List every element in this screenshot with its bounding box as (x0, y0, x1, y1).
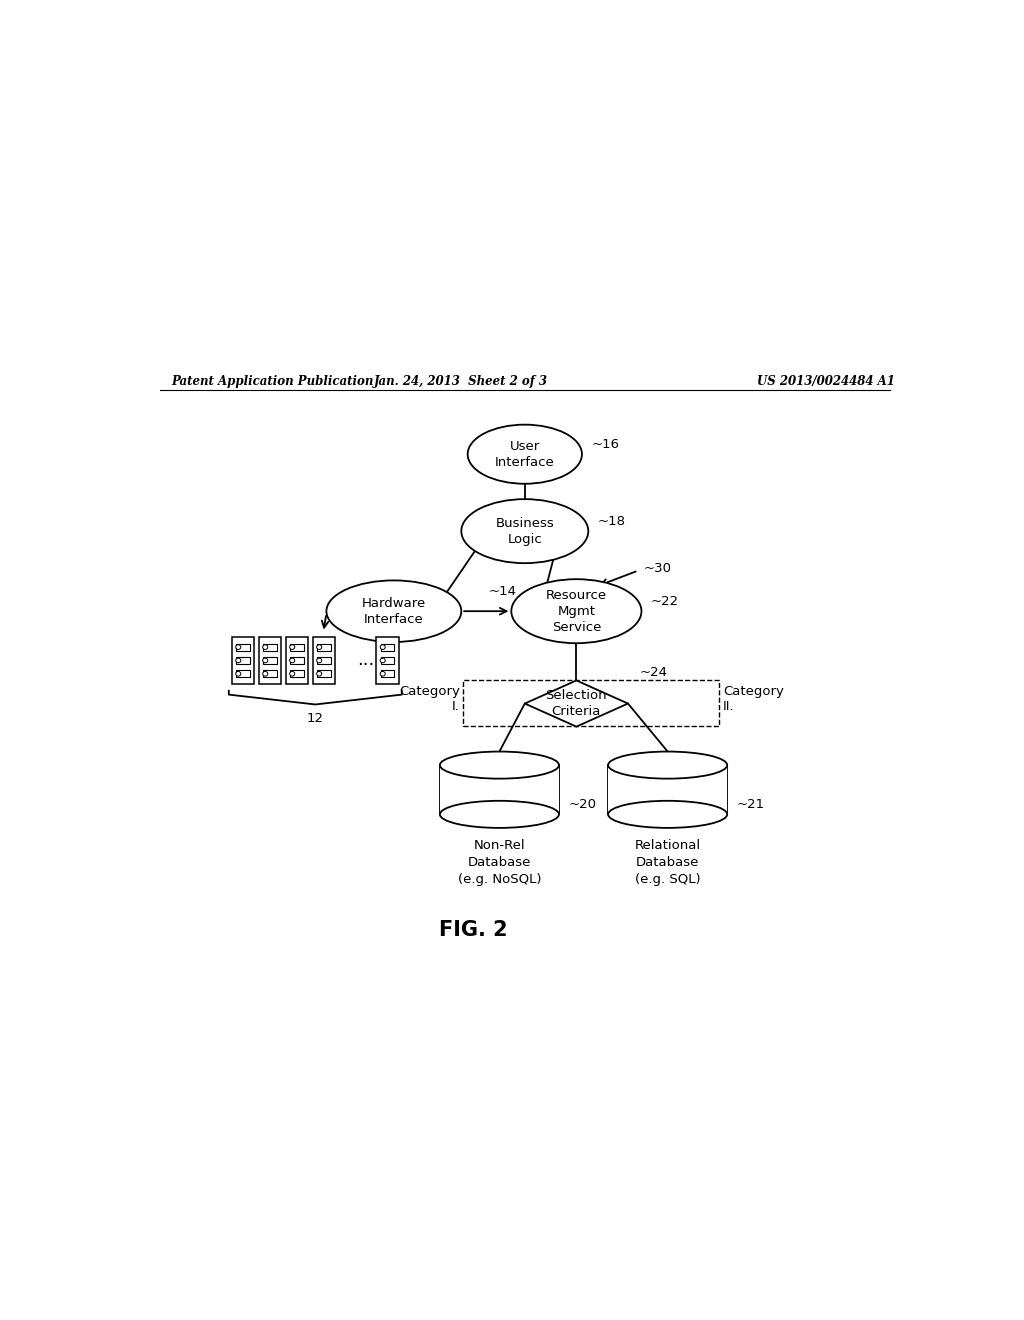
Text: Jan. 24, 2013  Sheet 2 of 3: Jan. 24, 2013 Sheet 2 of 3 (375, 375, 548, 388)
Text: ~24: ~24 (640, 665, 668, 678)
Text: User
Interface: User Interface (495, 440, 555, 469)
Text: Non-Rel
Database
(e.g. NoSQL): Non-Rel Database (e.g. NoSQL) (458, 840, 541, 886)
Bar (440, 766, 559, 814)
Text: Category
I.: Category I. (399, 685, 460, 713)
Bar (237, 644, 250, 651)
Text: Hardware
Interface: Hardware Interface (361, 597, 426, 626)
Text: Business
Logic: Business Logic (496, 516, 554, 545)
Bar (608, 766, 727, 814)
Ellipse shape (316, 672, 322, 676)
Text: FIG. 2: FIG. 2 (439, 920, 508, 940)
Bar (286, 638, 308, 684)
Ellipse shape (380, 644, 385, 649)
Ellipse shape (608, 751, 727, 779)
Ellipse shape (290, 659, 295, 663)
Bar (259, 638, 282, 684)
Text: ~14: ~14 (489, 585, 517, 598)
Ellipse shape (316, 659, 322, 663)
Text: US 2013/0024484 A1: US 2013/0024484 A1 (758, 375, 895, 388)
Text: 12: 12 (307, 711, 324, 725)
Ellipse shape (263, 659, 267, 663)
Ellipse shape (468, 425, 582, 483)
Text: ~16: ~16 (592, 438, 620, 451)
Ellipse shape (263, 672, 267, 676)
Text: Patent Application Publication: Patent Application Publication (172, 375, 374, 388)
Bar (463, 680, 719, 726)
Bar (290, 657, 304, 664)
Ellipse shape (236, 644, 241, 649)
Ellipse shape (316, 644, 322, 649)
Bar (232, 638, 254, 684)
Text: ~22: ~22 (651, 595, 679, 609)
Bar (381, 644, 394, 651)
Bar (313, 638, 335, 684)
Ellipse shape (511, 579, 641, 643)
Text: ~21: ~21 (736, 799, 765, 812)
Text: Resource
Mgmt
Service: Resource Mgmt Service (546, 589, 607, 634)
Ellipse shape (263, 644, 267, 649)
Ellipse shape (440, 751, 559, 779)
Text: ~30: ~30 (644, 561, 672, 574)
Bar (290, 671, 304, 677)
Ellipse shape (236, 672, 241, 676)
Text: Relational
Database
(e.g. SQL): Relational Database (e.g. SQL) (635, 840, 700, 886)
Bar (317, 657, 331, 664)
Text: ~20: ~20 (568, 799, 596, 812)
Ellipse shape (290, 644, 295, 649)
Ellipse shape (461, 499, 588, 564)
Bar (317, 671, 331, 677)
Text: Selection
Criteria: Selection Criteria (546, 689, 607, 718)
Bar (381, 657, 394, 664)
Ellipse shape (236, 659, 241, 663)
Bar (377, 638, 398, 684)
Ellipse shape (380, 659, 385, 663)
Text: ...: ... (356, 652, 374, 669)
Text: Category
II.: Category II. (723, 685, 784, 713)
Ellipse shape (608, 801, 727, 828)
Bar (263, 657, 276, 664)
Bar (263, 671, 276, 677)
Bar (237, 671, 250, 677)
Bar (290, 644, 304, 651)
Ellipse shape (327, 581, 462, 642)
Ellipse shape (290, 672, 295, 676)
Ellipse shape (440, 801, 559, 828)
Polygon shape (524, 680, 628, 726)
Bar (263, 644, 276, 651)
Bar (381, 671, 394, 677)
Bar (237, 657, 250, 664)
Ellipse shape (380, 672, 385, 676)
Text: ~18: ~18 (598, 515, 626, 528)
Bar (317, 644, 331, 651)
